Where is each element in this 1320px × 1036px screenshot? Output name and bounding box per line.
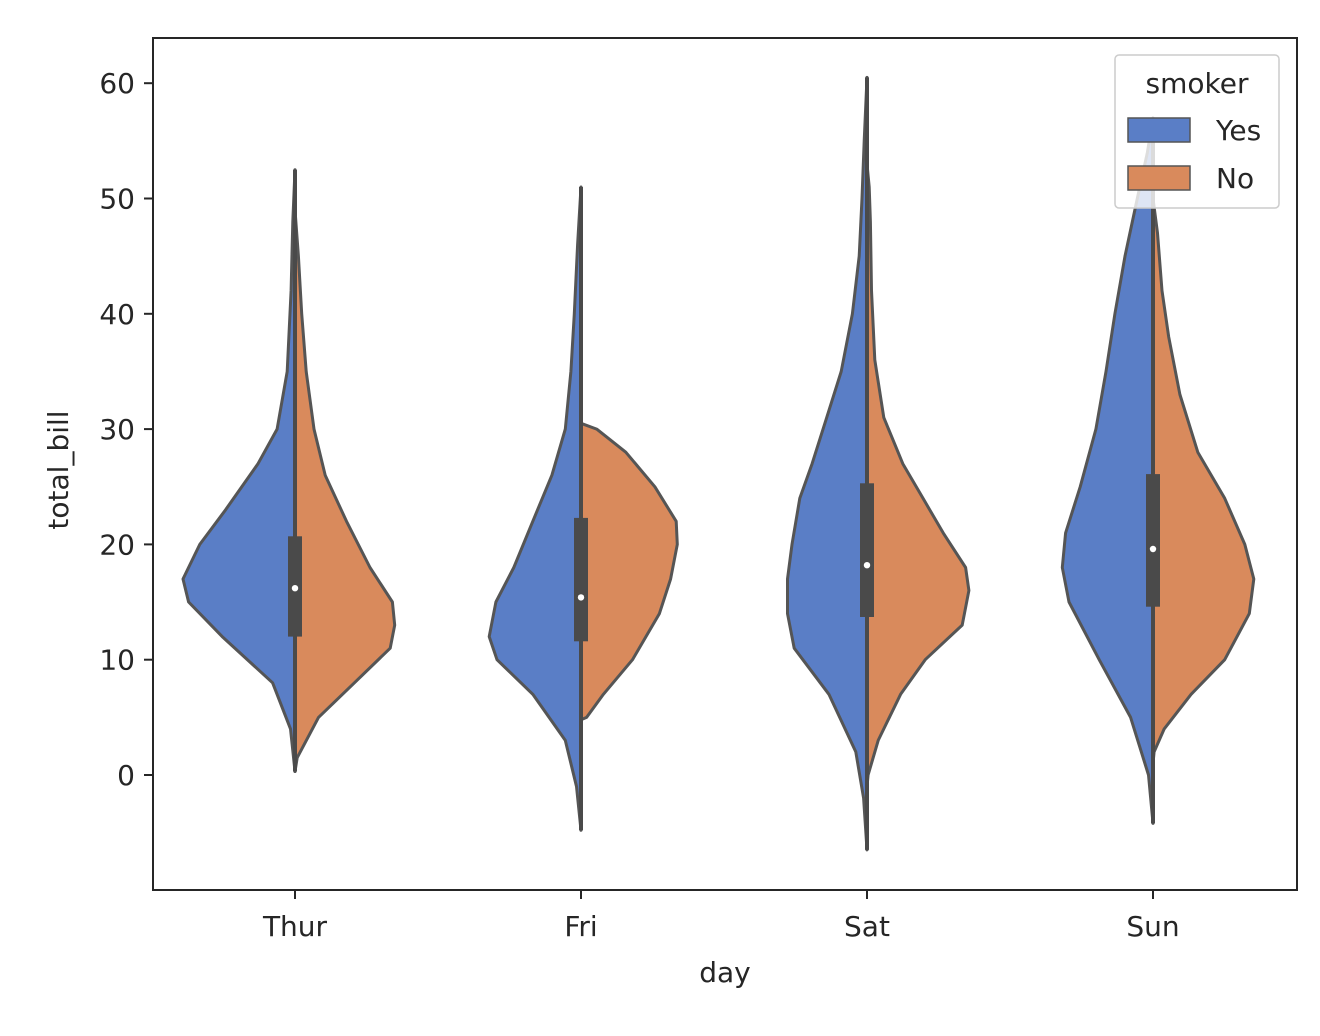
y-tick-label: 40 xyxy=(99,298,135,331)
legend-swatch-no xyxy=(1127,165,1191,191)
x-tick-label: Fri xyxy=(564,910,597,943)
violin-yes-fri xyxy=(487,185,583,832)
plot-area xyxy=(181,75,1256,852)
median-dot-sun xyxy=(1149,545,1157,553)
x-axis-title: day xyxy=(699,956,751,989)
median-dot-thur xyxy=(291,585,299,592)
legend-label-no: No xyxy=(1216,162,1254,195)
plot-frame xyxy=(152,37,1298,891)
y-tick-label: 20 xyxy=(99,528,135,561)
legend-swatch-yes xyxy=(1127,117,1191,143)
legend-title: smoker xyxy=(1146,67,1249,100)
violin-yes-thur xyxy=(181,168,297,773)
axes: 0 10 20 30 40 50 60 Thur Fri Sat Sun xyxy=(99,67,1179,943)
median-dot-fri xyxy=(577,594,585,601)
y-tick-label: 30 xyxy=(99,413,135,446)
y-tick-label: 50 xyxy=(99,183,135,216)
violin-no-fri xyxy=(579,421,679,722)
violin-no-sun xyxy=(1151,197,1256,765)
median-dot-sat xyxy=(863,562,871,569)
legend-label-yes: Yes xyxy=(1215,114,1261,147)
y-tick-label: 10 xyxy=(99,644,135,677)
x-tick-label: Sun xyxy=(1126,910,1179,943)
y-tick-label: 0 xyxy=(117,759,135,792)
legend: smoker Yes No xyxy=(1114,54,1280,209)
x-tick-label: Thur xyxy=(262,910,328,943)
iqr-box-fri xyxy=(574,517,588,642)
x-tick-label: Sat xyxy=(844,910,890,943)
iqr-box-sat xyxy=(860,483,874,617)
violin-no-thur xyxy=(293,208,397,773)
iqr-box-sun xyxy=(1146,474,1160,607)
y-axis-title: total_bill xyxy=(42,410,75,529)
violin-yes-sat xyxy=(786,75,869,852)
violin-yes-sun xyxy=(1060,116,1155,825)
violin-no-sat xyxy=(865,162,971,788)
y-tick-label: 60 xyxy=(99,67,135,100)
